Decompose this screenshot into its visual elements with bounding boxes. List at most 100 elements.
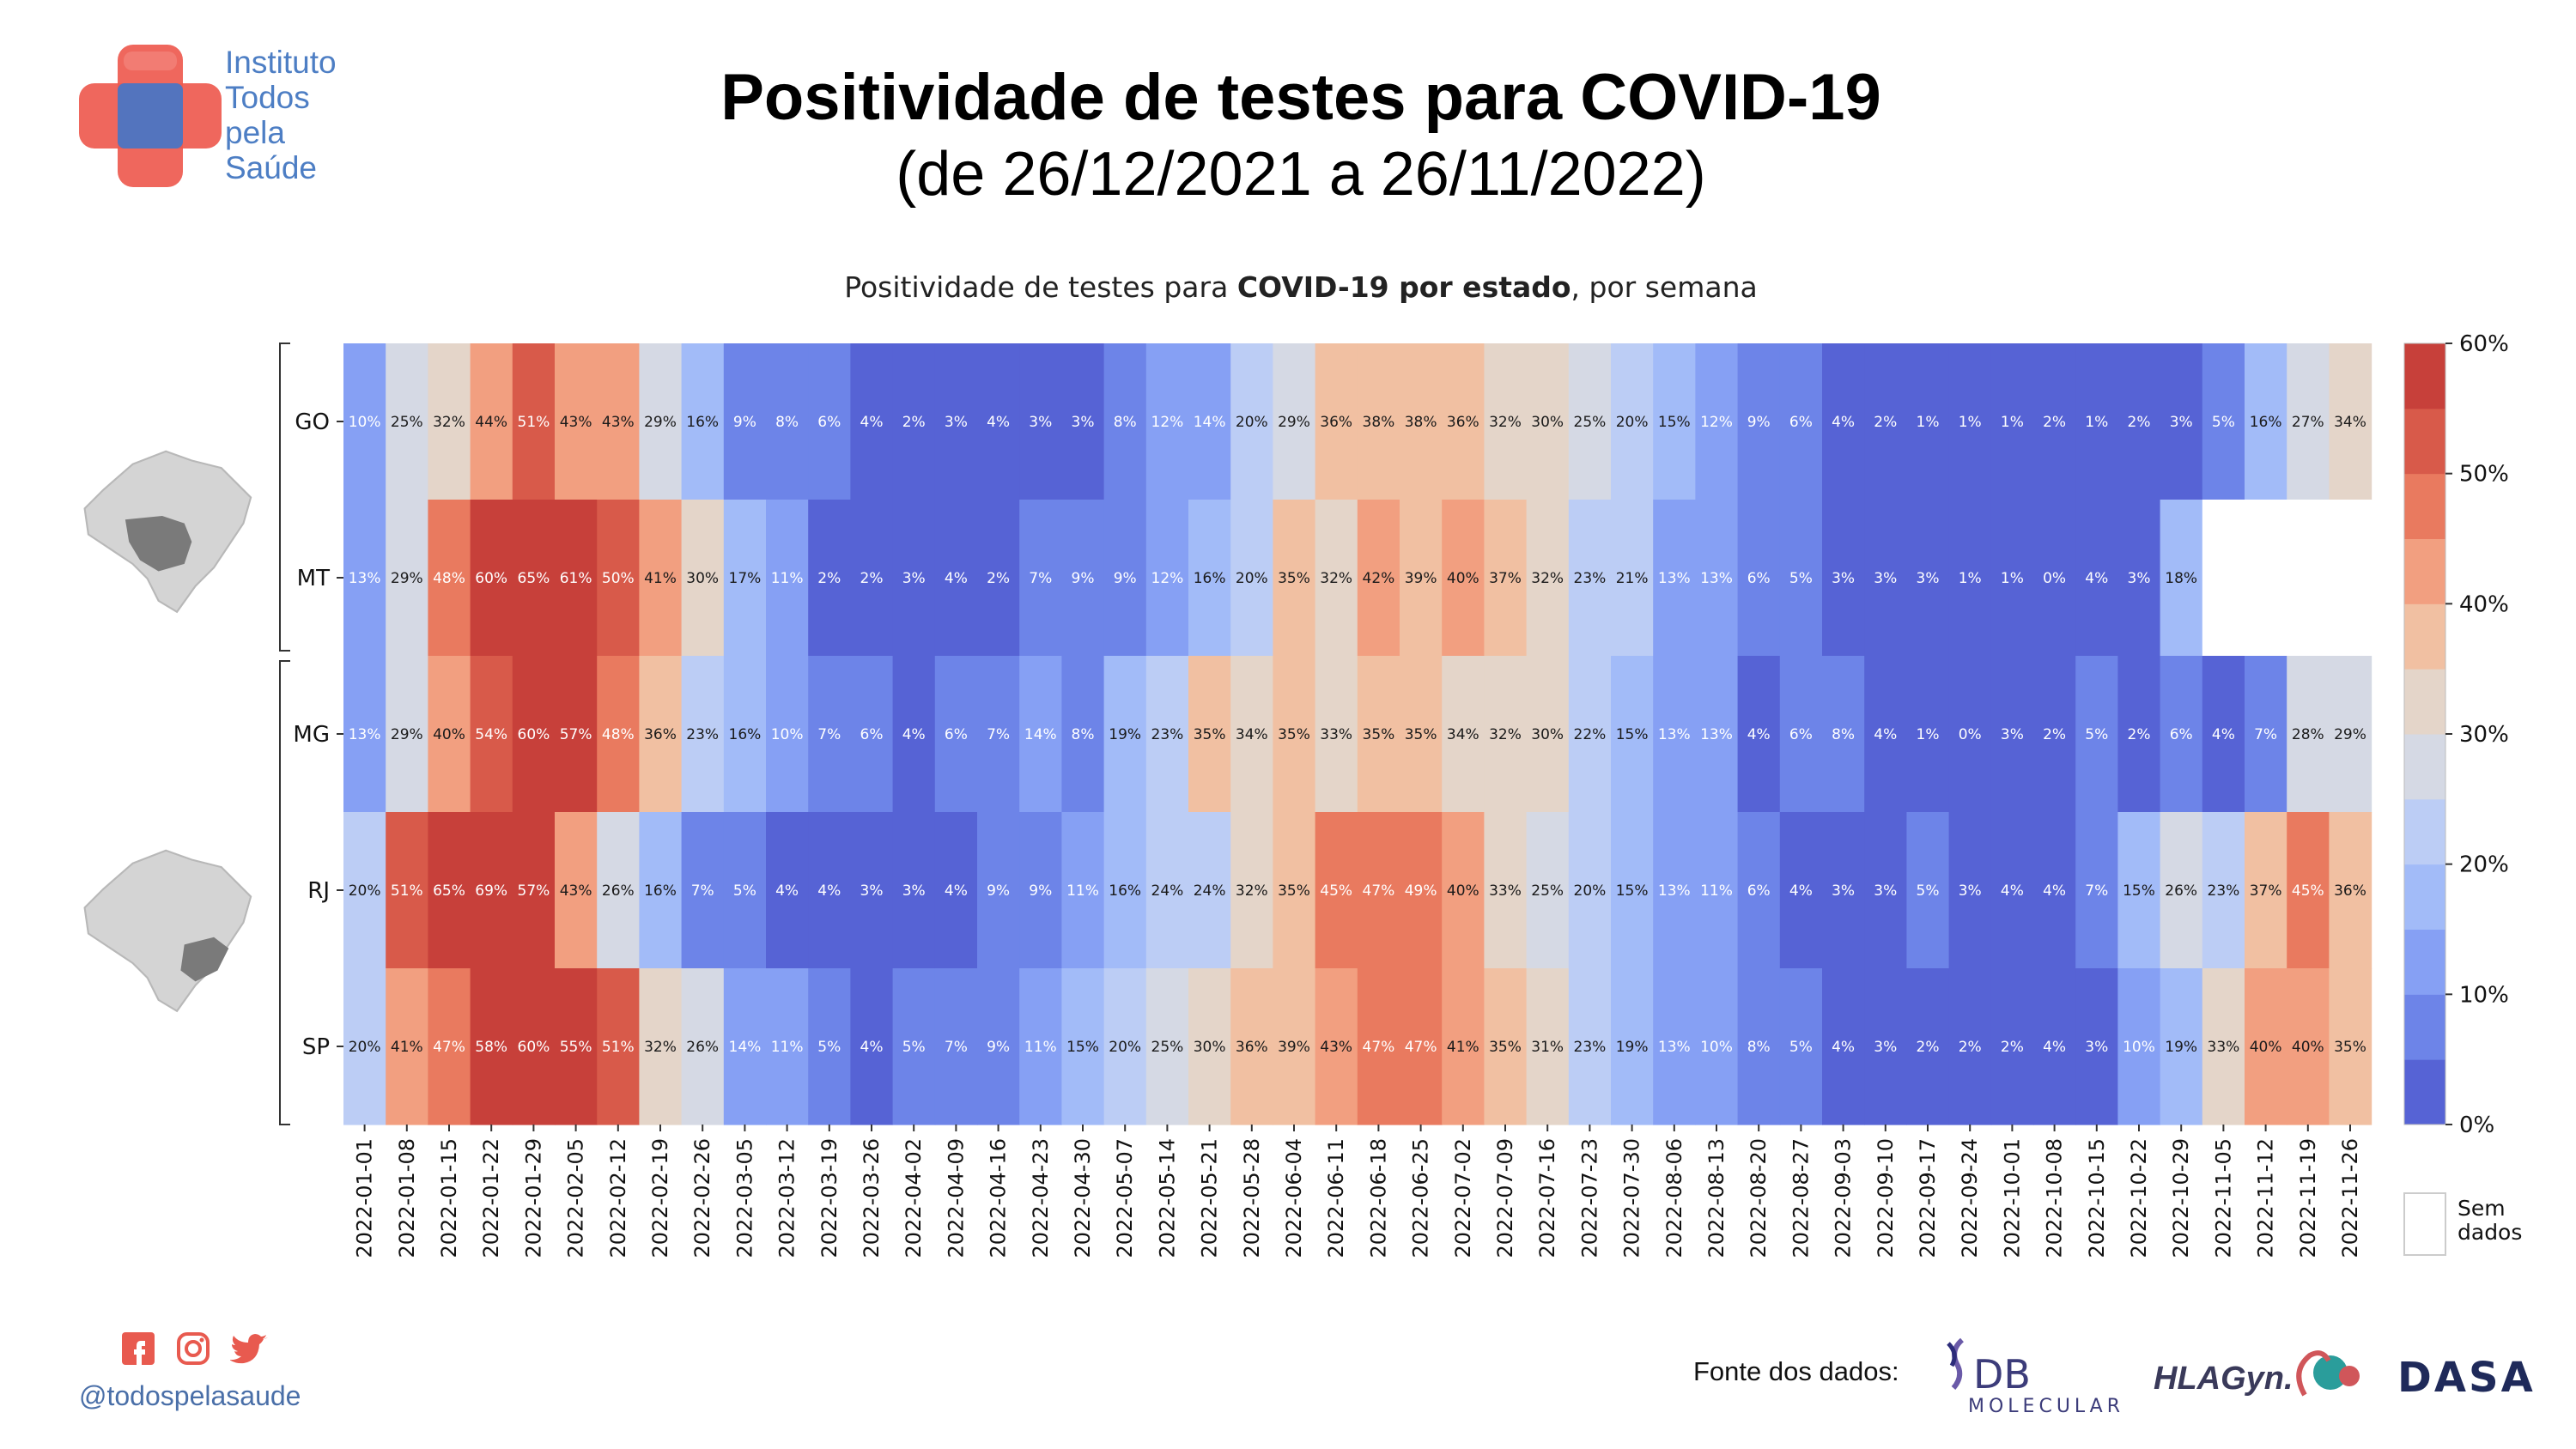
heatmap-cell — [1695, 968, 1739, 1125]
cell-value-label: 11% — [1024, 1039, 1057, 1056]
twitter-icon[interactable] — [230, 1331, 270, 1367]
cell-value-label: 60% — [518, 726, 550, 743]
x-tick-label: 2022-10-22 — [2127, 1138, 2151, 1258]
cell-value-label: 39% — [1278, 1039, 1310, 1056]
cell-value-label: 7% — [945, 1039, 968, 1056]
heatmap-cell — [1061, 968, 1105, 1125]
heatmap-cell — [1779, 656, 1823, 813]
cell-value-label: 48% — [433, 570, 465, 587]
db-molecular-logo-text-db: DB — [1973, 1351, 2031, 1397]
cell-value-label: 9% — [1029, 882, 1052, 900]
heatmap-cell — [2033, 656, 2076, 813]
cell-value-label: 6% — [817, 414, 841, 431]
cell-value-label: 15% — [2123, 882, 2155, 900]
heatmap-cell — [1273, 500, 1316, 657]
facebook-icon[interactable] — [120, 1331, 156, 1367]
heatmap-cell — [2033, 968, 2076, 1125]
cell-value-label: 30% — [686, 570, 719, 587]
instagram-icon[interactable] — [175, 1331, 211, 1367]
cell-value-label: 15% — [1658, 414, 1691, 431]
heatmap-cell — [1653, 500, 1696, 657]
cell-value-label: 9% — [987, 882, 1010, 900]
page-title: Positividade de testes para COVID-19 — [720, 61, 1881, 134]
heatmap-cell — [512, 968, 556, 1125]
cell-value-label: 41% — [644, 570, 677, 587]
cell-value-label: 4% — [945, 570, 968, 587]
heatmap-cell — [1273, 968, 1316, 1125]
cell-value-label: 21% — [1616, 570, 1649, 587]
x-tick-label: 2022-11-05 — [2211, 1138, 2235, 1258]
cell-value-label: 16% — [686, 414, 719, 431]
colorbar-tick-label: 20% — [2459, 852, 2509, 878]
heatmap-cell — [850, 656, 894, 813]
heatmap-cell — [639, 343, 683, 500]
cell-value-label: 20% — [1109, 1039, 1141, 1056]
cell-value-label: 24% — [1151, 882, 1184, 900]
cell-value-label: 60% — [475, 570, 507, 587]
cell-value-label: 15% — [1066, 1039, 1099, 1056]
heatmap-cell — [1019, 343, 1062, 500]
heatmap-cell — [1442, 656, 1485, 813]
logo-line: Todos — [225, 80, 310, 115]
heatmap-cell — [2287, 812, 2330, 969]
x-tick-label: 2022-06-25 — [1409, 1138, 1433, 1258]
heatmap-cell — [1230, 656, 1273, 813]
cell-value-label: 16% — [1194, 570, 1226, 587]
heatmap-cell — [428, 968, 471, 1125]
heatmap-cell — [428, 500, 471, 657]
cell-value-label: 2% — [987, 570, 1010, 587]
heatmap-cell — [1019, 500, 1062, 657]
heatmap-cell — [2245, 968, 2287, 1125]
x-tick-label: 2022-04-30 — [1071, 1138, 1095, 1258]
colorbar-segment — [2404, 734, 2445, 800]
cell-value-label: 3% — [1959, 882, 1982, 900]
logo-line: pela — [225, 115, 285, 150]
cell-value-label: 45% — [1320, 882, 1352, 900]
heatmap-cell — [2202, 343, 2245, 500]
heatmap-cell — [892, 656, 936, 813]
colorbar-tick-label: 40% — [2459, 591, 2509, 617]
cell-value-label: 38% — [1363, 414, 1395, 431]
cell-value-label: 3% — [1072, 414, 1095, 431]
cell-value-label: 38% — [1405, 414, 1437, 431]
cell-value-label: 50% — [602, 570, 635, 587]
heatmap-cell — [766, 343, 809, 500]
cell-value-label: 42% — [1363, 570, 1395, 587]
cell-value-label: 33% — [1489, 882, 1522, 900]
cell-value-label: 3% — [1874, 1039, 1897, 1056]
social-handle[interactable]: @todospelasaude — [79, 1380, 301, 1411]
cell-value-label: 13% — [1700, 570, 1733, 587]
cell-value-label: 7% — [817, 726, 841, 743]
heatmap-cell — [1695, 812, 1739, 969]
cell-value-label: 36% — [644, 726, 677, 743]
cell-value-label: 37% — [1489, 570, 1522, 587]
heatmap-cell — [2075, 500, 2118, 657]
heatmap-cell — [2117, 968, 2161, 1125]
heatmap-cell — [1653, 656, 1696, 813]
x-tick-label: 2022-06-04 — [1282, 1138, 1306, 1258]
cell-value-label: 1% — [1959, 414, 1982, 431]
heatmap-cell — [1864, 812, 1907, 969]
cell-value-label: 23% — [1151, 726, 1184, 743]
cell-value-label: 4% — [1832, 414, 1855, 431]
southeast-bracket — [279, 660, 290, 1125]
cell-value-label: 5% — [2212, 414, 2235, 431]
heatmap-cell — [1948, 812, 1992, 969]
heatmap-cell — [2245, 343, 2287, 500]
heatmap-cell — [1737, 812, 1781, 969]
cell-value-label: 7% — [1029, 570, 1052, 587]
cell-value-label: 3% — [2128, 570, 2151, 587]
x-tick-label: 2022-08-06 — [1662, 1138, 1686, 1258]
heatmap-cell — [1145, 812, 1189, 969]
cell-value-label: 2% — [2043, 726, 2066, 743]
chart-title-suffix: , por semana — [1571, 270, 1758, 304]
cell-value-label: 12% — [1151, 414, 1184, 431]
x-tick-label: 2022-04-02 — [902, 1138, 926, 1258]
heatmap-cell — [1695, 656, 1739, 813]
heatmap-cell — [766, 968, 809, 1125]
heatmap-cell — [1822, 968, 1865, 1125]
x-tick-label: 2022-04-23 — [1029, 1138, 1053, 1258]
heatmap-cell — [512, 812, 556, 969]
heatmap-cell — [681, 343, 725, 500]
cell-value-label: 19% — [1616, 1039, 1649, 1056]
